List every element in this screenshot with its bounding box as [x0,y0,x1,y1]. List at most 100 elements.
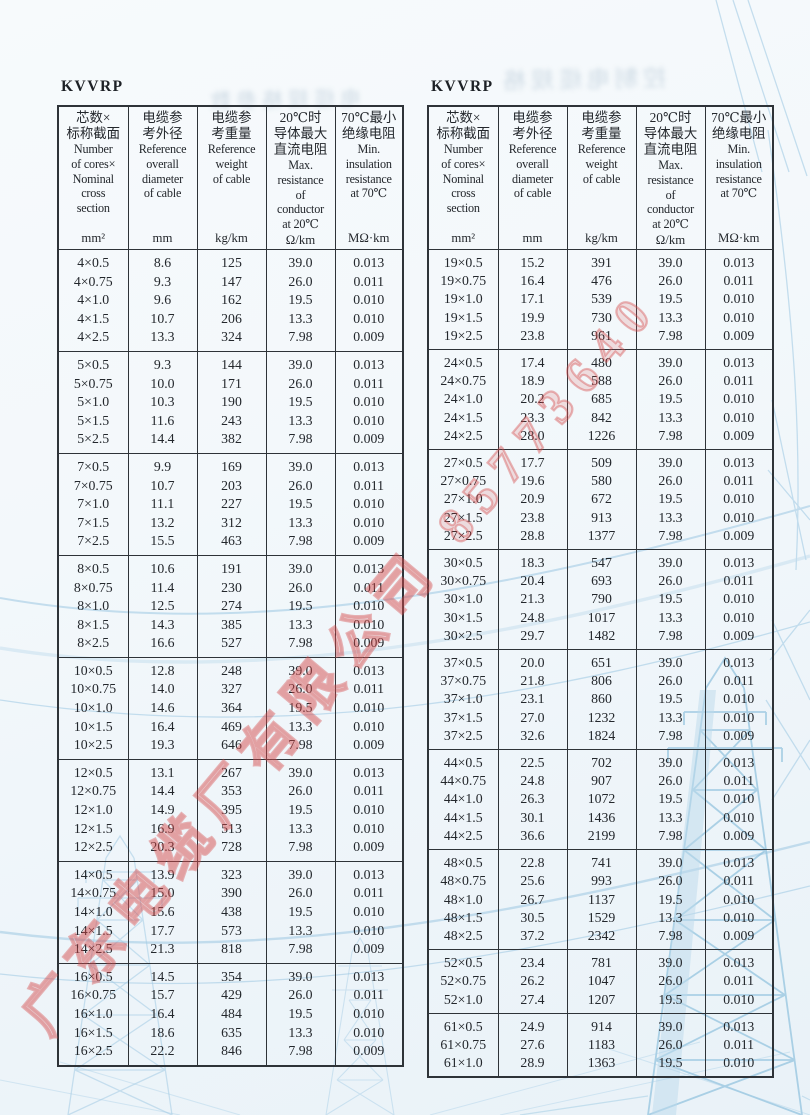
cell-diameter: 10.0 [127,374,197,394]
cell-weight: 818 [196,940,266,964]
cell-insulation: 0.013 [704,749,773,773]
header-line-zh: 70℃最小 [711,110,767,125]
cell-resistance: 26.0 [635,572,705,591]
cell-cores-section: 10×1.0 [73,700,113,716]
cell-insulation: 0.010 [334,291,403,310]
cell-resistance: 26.0 [265,578,335,598]
header-line-zh: 标称截面 [436,126,491,141]
cell-cores-section: 44×0.75 [440,773,487,789]
cell-insulation: 0.013 [704,949,773,973]
header-row: 芯数× 标称截面 Number of cores× Nominal cross sectio… [58,106,403,250]
cell-resistance: 39.0 [635,1013,705,1036]
cell-insulation: 0.013 [334,351,403,375]
cell-resistance: 26.0 [635,972,705,991]
cell-insulation: 0.011 [334,476,403,496]
spec-block: 16×0.5 14.5 354 39.0 0.013 16×0.75 15.7 429 26.0… [58,963,403,1066]
cell-diameter: 26.3 [497,790,567,809]
cell-weight: 913 [566,508,636,527]
cell-cores-section: 12×2.5 [73,839,113,855]
cell-cores-section: 16×0.75 [70,987,117,1003]
table-row: 10×0.5 12.8 248 39.0 0.013 [58,657,403,681]
cell-cores-section: 8×1.5 [77,616,110,632]
cell-cores-section: 7×1.0 [77,496,110,512]
cell-cores-section: 8×0.5 [77,560,110,576]
cell-weight: 364 [196,699,266,718]
cell-weight: 147 [196,272,266,292]
cell-weight: 635 [196,1023,266,1043]
table-row: 19×1.0 17.1 539 19.5 0.010 [428,290,773,309]
header-line-en: resistance [345,171,392,186]
table-row: 27×1.5 23.8 913 13.3 0.010 [428,508,773,527]
cell-cores-section: 16×0.5 [73,968,113,984]
cell-insulation: 0.010 [704,990,773,1014]
cell-weight: 353 [196,782,266,802]
cell-resistance: 19.5 [635,1054,705,1078]
cell-resistance: 26.0 [265,272,335,292]
cell-insulation: 0.011 [704,1035,773,1055]
cell-resistance: 19.5 [265,801,335,820]
cell-diameter: 22.2 [127,1042,197,1066]
cell-resistance: 13.3 [635,708,705,727]
header-unit: mm² [81,231,106,245]
table-row: 5×0.75 10.0 171 26.0 0.011 [58,374,403,394]
cell-cores-section: 4×2.5 [77,329,110,345]
cell-cores-section: 48×1.5 [443,909,483,925]
cell-weight: 354 [196,963,266,987]
cell-cores-section: 37×1.0 [443,691,483,707]
table-row: 16×1.0 16.4 484 19.5 0.010 [58,1004,403,1024]
cell-weight: 806 [566,672,636,691]
cell-resistance: 7.98 [635,826,705,850]
cell-insulation: 0.013 [704,849,773,873]
cell-cores-section: 61×0.5 [443,1018,483,1034]
cell-resistance: 19.5 [265,291,335,310]
cell-resistance: 13.3 [265,921,335,941]
cell-insulation: 0.013 [334,861,403,885]
column-header-4: 20℃时 导体最大 直流电阻 Max. resistance of conductor at … [635,106,705,250]
table-row: 7×1.0 11.1 227 19.5 0.010 [58,495,403,514]
cell-insulation: 0.010 [334,513,403,533]
cell-cores-section: 14×1.0 [73,904,113,919]
header-line-en: at 20℃ [282,217,319,232]
header-unit: mm² [451,231,476,245]
spec-block: 5×0.5 9.3 144 39.0 0.013 5×0.75 10.0 171 26.0 0.0… [58,351,403,454]
header-unit: kg/km [585,231,618,245]
column-header-4: 20℃时 导体最大 直流电阻 Max. resistance of conductor at … [265,106,335,250]
cell-insulation: 0.010 [334,801,403,820]
cell-weight: 480 [566,349,636,373]
cell-insulation: 0.009 [334,838,403,862]
cell-insulation: 0.013 [334,759,403,783]
cell-resistance: 39.0 [635,449,705,473]
header-line-en: insulation [715,156,762,171]
cell-cores-section: 37×0.75 [440,673,487,689]
cell-resistance: 7.98 [635,426,705,450]
table-row: 10×1.5 16.4 469 13.3 0.010 [58,717,403,737]
cell-weight: 324 [196,328,266,352]
cell-cores-section: 7×2.5 [77,533,110,549]
cell-weight: 1436 [566,808,636,827]
table-row: 19×0.5 15.2 391 39.0 0.013 [428,249,773,273]
cell-diameter: 10.7 [127,476,197,496]
table-row: 16×0.75 15.7 429 26.0 0.011 [58,986,403,1005]
header-line-en: resistance [715,171,762,186]
cell-weight: 243 [196,411,266,431]
cell-resistance: 26.0 [635,672,705,691]
cell-cores-section: 5×2.5 [77,431,110,447]
cell-weight: 781 [566,949,636,973]
cell-resistance: 19.5 [635,490,705,509]
cell-cores-section: 14×0.75 [70,885,117,901]
cell-diameter: 16.4 [497,272,567,291]
header-line-en: insulation [345,156,392,171]
table-row: 27×0.5 17.7 509 39.0 0.013 [428,449,773,473]
cell-resistance: 19.5 [635,990,705,1014]
cell-insulation: 0.010 [704,808,773,827]
cell-resistance: 13.3 [265,1023,335,1043]
cell-cores-section: 19×1.0 [443,291,483,307]
header-line-en: Reference [138,142,187,156]
cell-resistance: 19.5 [265,597,335,616]
cell-weight: 191 [196,555,266,579]
header-line-en: section [76,201,110,216]
cell-diameter: 22.8 [497,849,567,873]
table-row: 48×2.5 37.2 2342 7.98 0.009 [428,926,773,950]
table-row: 30×0.75 20.4 693 26.0 0.011 [428,572,773,591]
cell-weight: 248 [196,657,266,681]
